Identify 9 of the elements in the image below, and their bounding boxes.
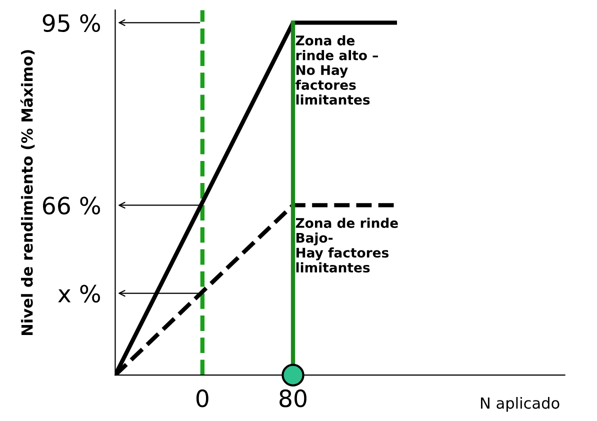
x-axis-title: N aplicado xyxy=(480,397,560,412)
x-tick-label: 0 xyxy=(196,389,208,408)
y-tick-label: 95 % xyxy=(42,14,100,32)
y-tick-label: 66 % xyxy=(43,196,100,214)
x-tick-label: 80 xyxy=(280,389,306,408)
annotation: Zona de rinde Bajo- Hay factores limitantes xyxy=(296,218,398,273)
y-tick-label: x % xyxy=(58,284,100,303)
annotation: Zona de rinde alto – No Hay factores limitantes xyxy=(296,35,378,105)
y-axis-title: Nivel de rendimiento (% Máximo) xyxy=(20,50,35,335)
